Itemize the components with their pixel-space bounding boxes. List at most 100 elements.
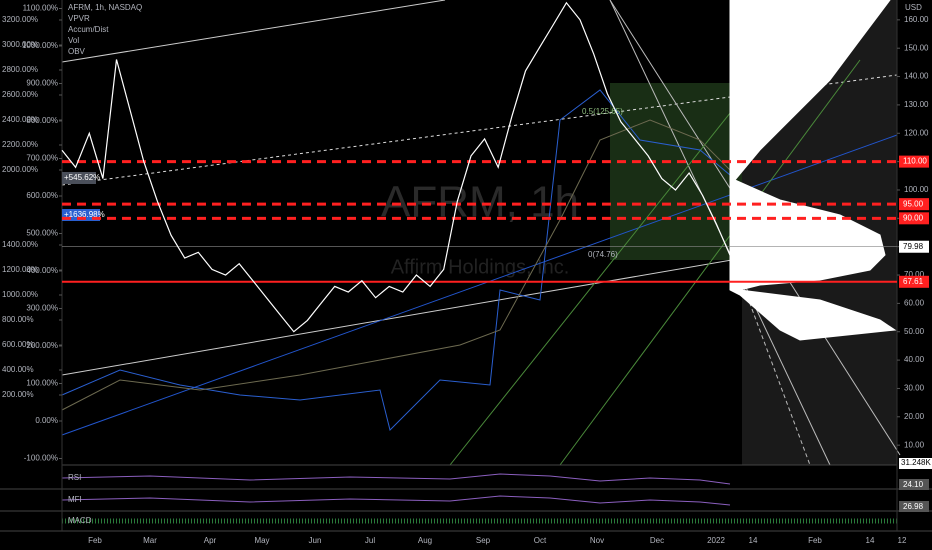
drawings (0, 0, 932, 532)
x-tick-label: 14 (749, 536, 758, 545)
left-tick-label: 400.00% (2, 365, 34, 374)
left-tick-label: 600.00% (2, 340, 34, 349)
trend-line (61, 134, 898, 436)
volume-label: 31.248K (901, 458, 931, 467)
left-tick-label: 800.00% (26, 116, 58, 125)
left-tick-label: 400.00% (26, 266, 58, 275)
x-tick-label: 2022 (707, 536, 725, 545)
indicator: Accum/Dist (68, 25, 109, 34)
symbol: AFRM, 1h, NASDAQ (68, 3, 142, 12)
left-tick-label: 2400.00% (2, 115, 38, 124)
channel-line (61, 0, 446, 63)
pane-value: 26.98 (903, 502, 924, 511)
accum-dist (61, 89, 731, 431)
y-tick-label: 70.00 (904, 270, 925, 279)
x-tick-label: May (254, 536, 269, 545)
y-tick-label: 30.00 (904, 384, 925, 393)
watermark-subtitle: Affirm Holdings, Inc. (391, 256, 570, 278)
y-tick-label: 10.00 (904, 440, 925, 449)
pane-value: 24.10 (903, 480, 924, 489)
y-tick-label: 20.00 (904, 412, 925, 421)
left-tick-label: 900.00% (26, 79, 58, 88)
indicator: Vol (68, 36, 79, 45)
y-tick-label: 40.00 (904, 355, 925, 364)
left-tick-label: 100.00% (26, 379, 58, 388)
x-tick-label: Feb (88, 536, 102, 545)
price-tag (899, 275, 929, 288)
y-tick-label: 100.00 (904, 185, 929, 194)
left-tick-label: 600.00% (26, 191, 58, 200)
x-tick-label: Feb (808, 536, 822, 545)
obv (61, 119, 731, 411)
y-tick-label: 130.00 (904, 100, 929, 109)
indicator: VPVR (68, 14, 90, 23)
pane-title: MACD (68, 516, 92, 525)
volume-profile (729, 0, 897, 341)
x-tick-label: Mar (143, 536, 157, 545)
left-tick-label: 2600.00% (2, 90, 38, 99)
channel-line (61, 249, 791, 376)
price-tag (899, 240, 929, 253)
left-tick-label: 500.00% (26, 229, 58, 238)
fib-label: 0(74.76) (588, 250, 618, 259)
pane-title: RSI (68, 473, 81, 482)
left-tag (62, 209, 100, 221)
x-tick-label: Oct (534, 536, 547, 545)
mfi-line (61, 495, 731, 506)
price-tag-label: 95.00 (903, 199, 924, 208)
left-tick-label: -100.00% (24, 454, 58, 463)
fib-label: 0.5(125.65) (582, 107, 623, 116)
x-tick-label: 14 (866, 536, 875, 545)
x-tick-label: 12 (898, 536, 907, 545)
y-tick-label: 50.00 (904, 327, 925, 336)
volume-tag (899, 458, 932, 469)
left-tag-label: +1636.98% (64, 210, 105, 219)
x-tick-label: Nov (590, 536, 604, 545)
left-tick-label: 3200.00% (2, 15, 38, 24)
x-tick-label: Aug (418, 536, 432, 545)
y-tick-label: 150.00 (904, 43, 929, 52)
left-tick-label: 1400.00% (2, 240, 38, 249)
x-tick-label: Apr (204, 536, 217, 545)
left-tick-label: 200.00% (2, 390, 34, 399)
left-tick-label: 2200.00% (2, 140, 38, 149)
left-tick-label: 200.00% (26, 341, 58, 350)
left-tick-label: 0.00% (35, 416, 58, 425)
left-tick-label: 800.00% (2, 315, 34, 324)
price-tag-label: 110.00 (903, 157, 927, 166)
y-tick-label: 140.00 (904, 72, 929, 81)
left-tag-label: +545.62% (64, 173, 100, 182)
y-tick-label: 160.00 (904, 15, 929, 24)
left-tick-label: 2000.00% (2, 165, 38, 174)
y-tick-label: 60.00 (904, 298, 925, 307)
price-tag-label: 67.61 (903, 277, 924, 286)
x-tick-label: Jun (309, 536, 322, 545)
x-tick-label: Dec (650, 536, 664, 545)
x-tick-label: Sep (476, 536, 491, 545)
price-tag (899, 198, 929, 211)
left-tick-label: 700.00% (26, 154, 58, 163)
left-tick-label: 300.00% (26, 304, 58, 313)
price-line (61, 1, 731, 333)
currency: USD (905, 3, 922, 12)
left-tick-label: 1200.00% (2, 265, 38, 274)
fib-box (610, 83, 742, 260)
price-tag-label: 90.00 (903, 213, 924, 222)
price-tag (899, 155, 929, 168)
pane-tag (899, 501, 929, 512)
price-tag (899, 212, 929, 225)
fan-line (559, 59, 861, 466)
pane-title: MFI (68, 495, 82, 504)
left-tick-label: 2800.00% (2, 65, 38, 74)
left-tick-label: 1100.00% (23, 4, 58, 13)
y-tick-label: 120.00 (904, 128, 929, 137)
left-tick-label: 3000.00% (2, 40, 38, 49)
indicator: OBV (68, 47, 86, 56)
left-tick-label: 1000.00% (22, 41, 58, 50)
rsi-line (61, 473, 731, 485)
price-tag-label: 79.98 (903, 242, 924, 251)
left-tag (62, 172, 96, 184)
x-tick-label: Jul (365, 536, 375, 545)
left-tick-label: 1000.00% (2, 290, 38, 299)
